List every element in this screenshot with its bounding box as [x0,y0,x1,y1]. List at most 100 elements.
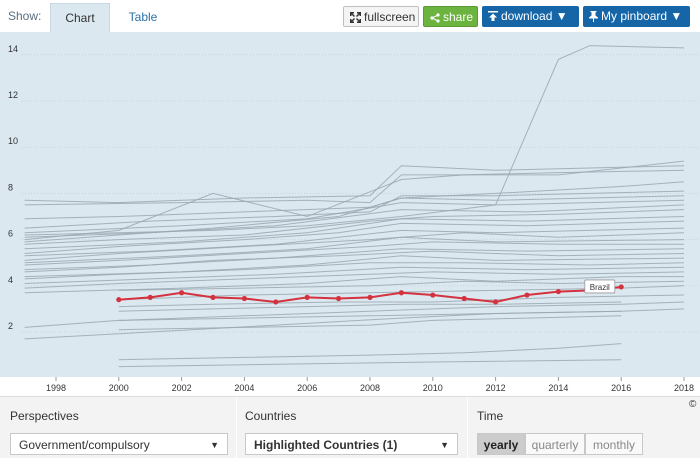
y-tick-label: 4 [8,275,13,285]
brazil-data-point [116,297,122,303]
brazil-data-point [555,288,562,295]
series-label-box [584,279,616,294]
toolbar: Show: Chart Table fullscreen share downl… [0,0,700,32]
chevron-down-icon: ▼ [555,9,568,23]
y-tick-label: 6 [8,229,13,239]
background-series-line [24,195,685,220]
background-series-line [118,315,622,331]
countries-value: Highlighted Countries (1) [254,438,398,452]
background-series-line [24,216,685,250]
brazil-data-point [430,292,436,298]
tab-table[interactable]: Table [128,10,158,24]
background-series-line [118,310,622,321]
background-series-line [118,343,622,361]
brazil-data-point [336,295,342,302]
y-tick-label: 10 [8,136,18,146]
background-series-line [24,165,685,204]
copyright-mark: © [689,399,697,410]
tab-chart[interactable]: Chart [50,3,110,32]
background-series-line [118,359,622,368]
x-tick-label: 2000 [109,383,129,393]
perspectives-value: Government/compulsory [19,438,150,452]
countries-select[interactable]: Highlighted Countries (1) ▼ [245,433,458,455]
chevron-down-icon: ▼ [670,9,683,23]
pinboard-label: My pinboard [601,9,668,23]
background-series-line [118,285,685,301]
controls-panel: Perspectives Government/compulsory ▼ Cou… [0,396,700,458]
download-label: download [501,9,553,23]
series-label-brazil: Brazil [590,283,610,292]
background-series-line [24,220,685,254]
share-icon [430,13,440,23]
background-series-line [24,232,685,261]
brazil-data-point [398,290,404,296]
background-series-line [24,169,685,241]
x-tick-label: 1998 [46,383,66,393]
background-series-line [24,204,685,238]
x-tick-label: 2008 [360,383,380,393]
background-series-line [24,199,685,234]
brazil-data-point [210,294,216,300]
background-series-line [24,45,685,236]
pinboard-button[interactable]: My pinboard ▼ [583,6,690,27]
time-yearly-button[interactable]: yearly [477,433,525,455]
background-series-line [24,160,685,206]
divider [236,397,237,458]
brazil-data-point [524,292,530,298]
chevron-down-icon: ▼ [440,440,449,450]
perspectives-label: Perspectives [10,409,79,423]
download-button[interactable]: download ▼ [482,6,579,27]
line-chart: 2 4 6 8 10 12 14 1998 2000 2002 2004 2006 2008 2010 20… [8,44,700,393]
time-monthly-button[interactable]: monthly [585,433,643,455]
background-series-line [24,266,685,284]
x-tick-label: 2016 [611,383,631,393]
background-series-line [24,271,685,289]
background-series-line [24,308,685,340]
brazil-data-point [618,284,624,290]
x-tick-label: 2002 [172,383,192,393]
x-tick-label: 2012 [486,383,506,393]
background-series-line [24,250,685,273]
y-tick-label: 12 [8,90,18,100]
y-tick-label: 8 [8,182,13,192]
background-series-line [24,190,685,229]
brazil-data-point [304,294,310,300]
brazil-data-point [241,295,247,302]
background-series-line [24,248,685,271]
background-series-line [24,227,685,257]
time-label: Time [477,409,504,423]
x-tick-label: 2006 [297,383,317,393]
share-button[interactable]: share [423,6,478,27]
show-label: Show: [8,9,42,23]
fullscreen-icon [350,12,361,23]
brazil-data-point [461,295,467,302]
chart-area [0,32,700,377]
background-series-line [118,294,685,308]
background-series-line [118,280,685,291]
countries-label: Countries [245,409,297,423]
download-icon [488,11,498,21]
time-quarterly-button[interactable]: quarterly [525,433,585,455]
divider [467,397,468,458]
y-tick-label: 14 [8,44,18,54]
brazil-data-point [493,299,499,305]
brazil-data-point [147,294,153,300]
fullscreen-button[interactable]: fullscreen [343,6,419,27]
perspectives-select[interactable]: Government/compulsory ▼ [10,433,228,455]
x-tick-label: 2014 [548,383,568,393]
chevron-down-icon: ▼ [210,440,219,450]
pin-icon [589,11,598,22]
y-tick-label: 2 [8,321,13,331]
background-series-line [24,262,685,280]
background-series-line [24,209,685,245]
background-series-line [118,301,622,312]
background-series-line [24,236,685,264]
background-series-line [24,276,684,294]
share-label: share [443,10,474,24]
brazil-data-point [273,299,279,305]
x-tick-label: 2010 [423,383,443,393]
x-tick-label: 2018 [674,383,694,393]
background-series-line [24,241,684,266]
x-tick-label: 2004 [234,383,254,393]
brazil-data-point [179,290,185,296]
